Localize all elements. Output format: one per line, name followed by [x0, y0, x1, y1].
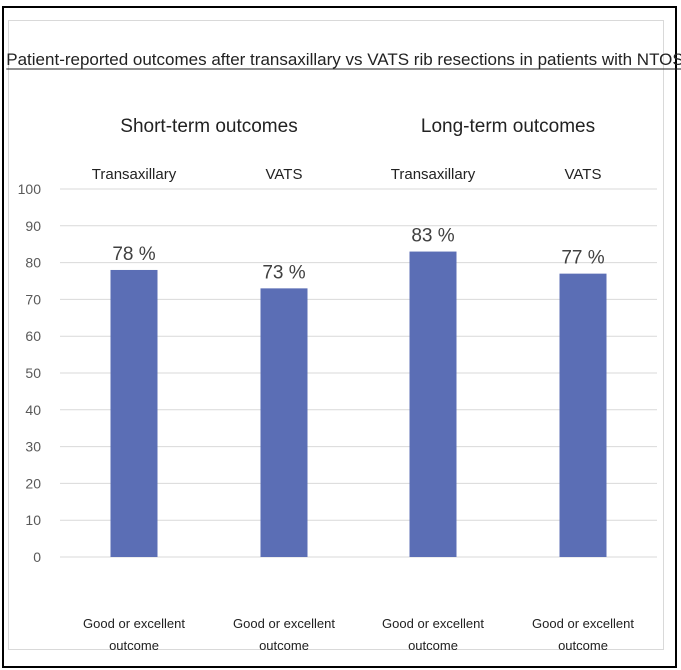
y-axis-ticks: 0 10 20 30 40 50 60 70 80 90 100: [18, 181, 42, 565]
y-tick-label: 0: [33, 549, 41, 565]
series-label: VATS: [266, 166, 303, 183]
data-label: 78 %: [112, 244, 155, 265]
y-tick-label: 90: [25, 218, 41, 234]
group-label: Short-term outcomes: [120, 116, 297, 137]
bar: [559, 273, 607, 557]
y-tick-label: 80: [25, 255, 41, 271]
group-labels: Short-term outcomes Transaxillary VATS Long…: [92, 116, 602, 183]
group-label: Long-term outcomes: [421, 116, 595, 137]
bar: [409, 251, 457, 557]
y-tick-label: 20: [25, 475, 41, 491]
bar: [110, 269, 158, 557]
chart-title: Patient-reported outcomes after transaxi…: [6, 50, 681, 69]
category-labels: Good or excellent outcome Good or excellen…: [83, 616, 634, 653]
y-tick-label: 70: [25, 291, 41, 307]
bar: [260, 288, 308, 557]
category-label: Good or excellent outcome: [532, 616, 634, 653]
data-label: 77 %: [561, 248, 604, 269]
y-tick-label: 50: [25, 365, 41, 381]
y-tick-label: 100: [18, 181, 42, 197]
bars: [110, 251, 607, 557]
y-tick-label: 10: [25, 512, 41, 528]
series-label: VATS: [565, 166, 602, 183]
gridlines: [60, 188, 657, 558]
y-tick-label: 40: [25, 402, 41, 418]
data-labels: 78 % 73 % 83 % 77 %: [112, 226, 604, 284]
category-label: Good or excellent outcome: [382, 616, 484, 653]
category-label: Good or excellent outcome: [83, 616, 185, 653]
series-label: Transaxillary: [92, 166, 177, 183]
y-tick-label: 60: [25, 328, 41, 344]
data-label: 83 %: [411, 226, 454, 247]
category-label: Good or excellent outcome: [233, 616, 335, 653]
y-tick-label: 30: [25, 439, 41, 455]
data-label: 73 %: [262, 262, 305, 283]
series-label: Transaxillary: [391, 166, 476, 183]
